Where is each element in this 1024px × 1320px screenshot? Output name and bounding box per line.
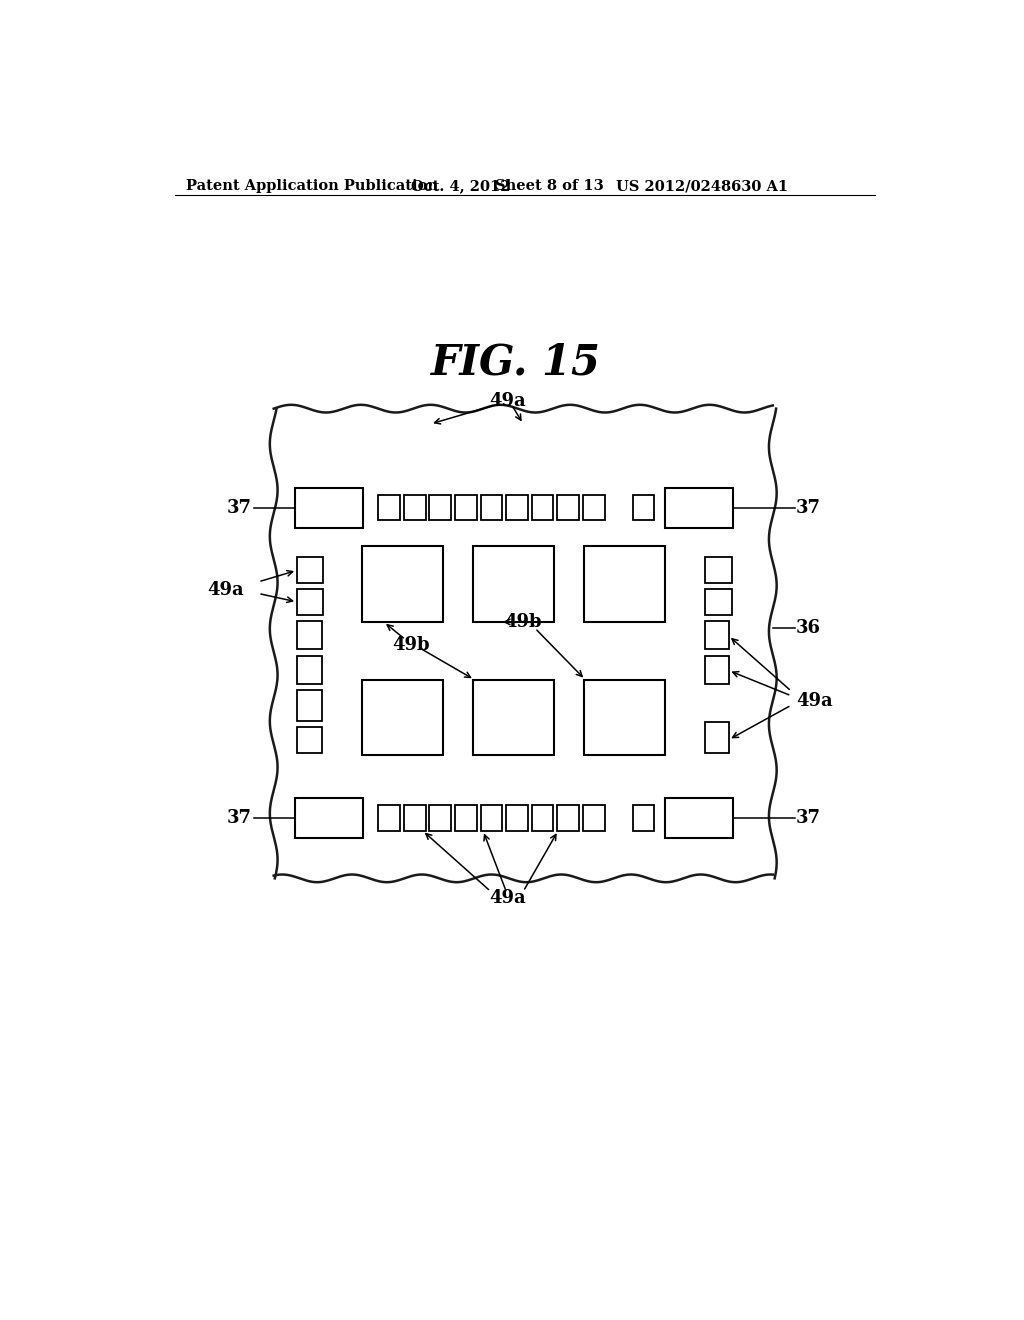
Text: Oct. 4, 2012: Oct. 4, 2012 [411,180,510,193]
Text: 37: 37 [796,499,821,517]
Bar [297,656,322,684]
Text: 49b: 49b [505,612,542,631]
Bar [362,546,443,622]
Bar [473,680,554,755]
Bar [583,495,604,520]
Bar [557,495,579,520]
Bar [531,495,554,520]
Bar [455,495,477,520]
Bar [378,805,400,830]
Bar [429,805,452,830]
Bar [378,495,400,520]
Text: Patent Application Publication: Patent Application Publication [186,180,438,193]
Bar [531,805,554,830]
Bar [506,495,528,520]
Text: 36: 36 [796,619,821,638]
Text: 49a: 49a [489,888,526,907]
Bar [480,495,503,520]
Bar [584,546,665,622]
Bar [706,589,732,615]
Bar [403,495,426,520]
Bar [584,680,665,755]
Bar [403,805,426,830]
Bar [297,557,324,583]
Text: 49a: 49a [796,692,833,710]
Bar [480,805,503,830]
Bar [295,488,362,528]
Bar [429,495,452,520]
Bar [583,805,604,830]
Text: 49a: 49a [208,581,245,598]
Text: US 2012/0248630 A1: US 2012/0248630 A1 [616,180,788,193]
Bar [297,727,322,752]
Text: 49a: 49a [489,392,526,411]
Text: Sheet 8 of 13: Sheet 8 of 13 [495,180,603,193]
Bar [297,689,322,721]
Text: 37: 37 [227,499,252,517]
Bar [473,546,554,622]
Bar [665,799,733,838]
Bar [706,722,729,752]
Text: FIG. 15: FIG. 15 [430,342,600,383]
Bar [362,680,443,755]
Bar [706,622,729,649]
Bar [506,805,528,830]
Text: 37: 37 [227,809,252,828]
Bar [706,557,732,583]
Bar [297,622,322,649]
Text: 49b: 49b [392,636,430,653]
Bar [633,495,654,520]
Bar [706,656,729,684]
Bar [557,805,579,830]
Bar [295,799,362,838]
Bar [455,805,477,830]
Bar [297,589,324,615]
Bar [665,488,733,528]
Text: 37: 37 [796,809,821,828]
Bar [633,805,654,830]
